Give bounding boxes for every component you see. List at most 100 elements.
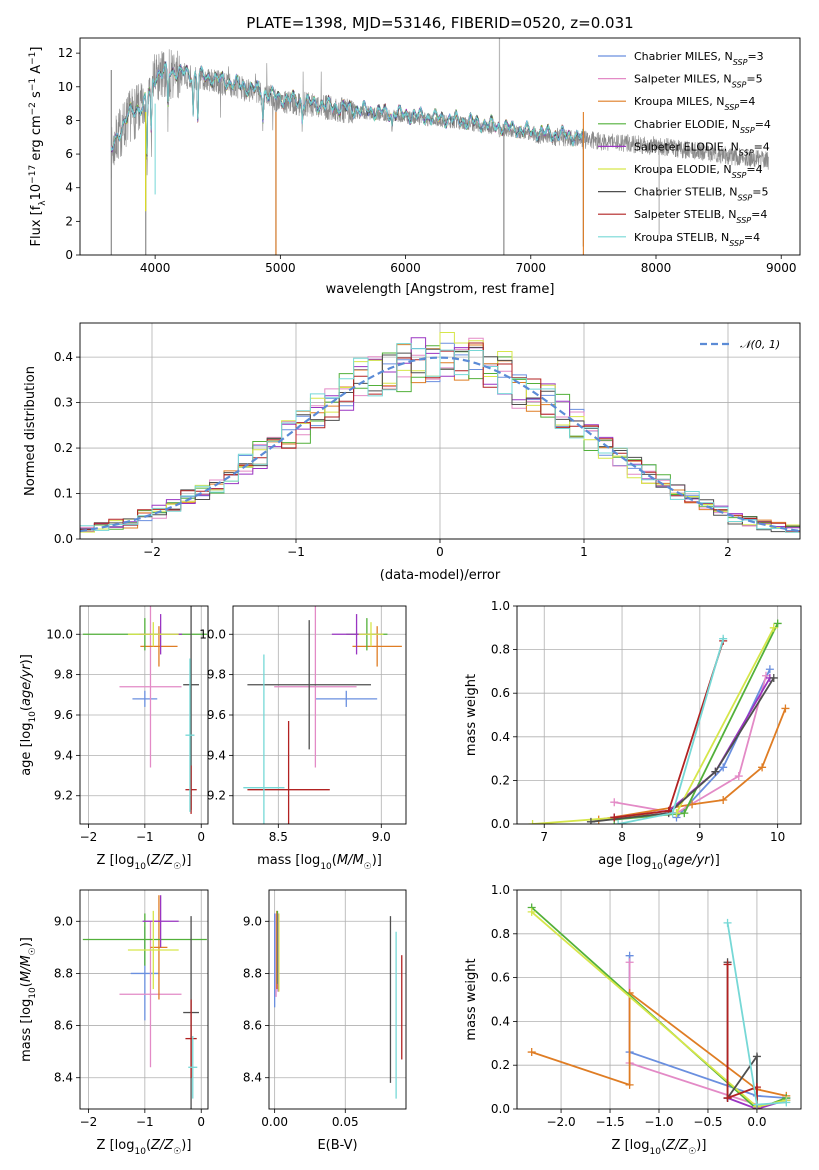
x-axis-label: Z [log10(Z/Z☉)] [97, 853, 192, 872]
x-tick-label: 0.05 [332, 1115, 359, 1129]
weight-point-marker [723, 918, 732, 927]
weight-point-marker [781, 704, 790, 713]
legend-sub: SSP [732, 80, 747, 89]
legend-sub: SSP [736, 216, 751, 225]
y-axis-label-part: Normed distribution [23, 366, 38, 496]
y-axis-label-part: ☉ [28, 947, 38, 955]
weight-point-marker [782, 1098, 791, 1107]
y-tick-label: 9.2 [54, 789, 73, 803]
x-axis-label-part: E(B-V) [317, 1138, 357, 1153]
axes-mass-ebv: 0.00 0.05 8.4 8.6 8.8 9.0 E(B-V) [243, 889, 407, 1153]
y-axis-label-part: mass weight [464, 674, 479, 756]
y-tick-label: 6 [65, 147, 73, 161]
y-tick-label: 9.8 [207, 668, 226, 682]
legend-value: =4 [755, 118, 771, 131]
legend-entry: Salpeter ELODIE, NSSP=4 [634, 140, 770, 157]
legend-entry: Chabrier STELIB, NSSP=5 [634, 186, 768, 203]
x-tick-label: 9.0 [372, 830, 391, 844]
weight-point-marker [614, 820, 623, 824]
x-axis-label-part: age/yr [668, 853, 711, 868]
plot-area-age-mass [243, 606, 402, 824]
y-tick-label: 2 [65, 214, 73, 228]
y-tick-label: 8.8 [54, 966, 73, 980]
y-tick-label: 8.8 [243, 966, 262, 980]
plot-area-mass-ebv [273, 910, 403, 1099]
legend-name: Kroupa MILES, N [634, 95, 724, 108]
weight-point-marker [752, 1052, 761, 1061]
x-axis-label-part: ( [146, 853, 151, 868]
x-axis-label-part: 10 [134, 1147, 146, 1157]
y-tick-label: 0.1 [54, 487, 73, 501]
weight-point-marker [527, 907, 536, 916]
y-tick-label: 0.2 [491, 1058, 510, 1072]
weight-series-line [614, 640, 725, 819]
x-axis-label-part: mass [log [257, 853, 320, 868]
legend-sub: SSP [738, 193, 753, 202]
x-axis-label-part: age [log [598, 853, 651, 868]
weight-point-marker [528, 820, 537, 824]
x-tick-label: 8000 [641, 261, 672, 275]
legend-value: =4 [739, 95, 755, 108]
histogram-step-line [80, 343, 800, 533]
weight-series-line [726, 964, 758, 1109]
x-axis-label-part: Z [log [612, 1138, 650, 1153]
weight-point-marker [719, 763, 728, 772]
y-axis-label-part: −1 [28, 52, 38, 65]
axes-age-mass: 8.5 9.0 9.2 9.4 9.6 9.8 10.0 mass [log10(M/M☉)] [199, 605, 407, 872]
x-axis-label-part: (data-model)/error [380, 568, 501, 583]
legend-value: =4 [754, 140, 770, 153]
weight-point-marker [769, 623, 778, 632]
x-tick-label: 10 [770, 830, 785, 844]
y-tick-label: 8 [65, 113, 73, 127]
y-axis-label-part: 10 [28, 711, 38, 723]
x-axis-label-part: Z/Z [150, 1138, 174, 1153]
weight-point-marker [773, 619, 782, 628]
axes-frame [268, 889, 407, 1110]
y-axis-label-part: −17 [28, 165, 38, 184]
y-axis-label-part: age [log [19, 723, 34, 776]
x-tick-label: 0 [197, 830, 205, 844]
y-tick-label: 9.2 [207, 789, 226, 803]
x-axis-label-part: )] [710, 853, 720, 868]
weight-point-marker [610, 813, 619, 822]
axes-weight-Z: −2.0 −1.5 −1.0 −0.5 0.0 0.0 0.2 0.4 0.6 0.8 1.0 Z [… [464, 883, 802, 1157]
legend-value: =4 [751, 208, 767, 221]
legend-name: Kroupa STELIB, N [634, 231, 729, 244]
legend-name: Salpeter ELODIE, N [634, 140, 739, 153]
x-tick-label: −1.0 [644, 1115, 673, 1129]
y-axis-label-part: 10 [29, 184, 44, 201]
plot-area-weight-age [528, 619, 790, 824]
y-tick-label: 0.6 [491, 686, 510, 700]
y-axis-label: Normed distribution [23, 366, 38, 496]
legend-entry: Salpeter MILES, NSSP=5 [634, 73, 763, 90]
y-tick-label: 0.2 [491, 773, 510, 787]
y-tick-label: 9.0 [54, 914, 73, 928]
normal-curve-line [80, 356, 800, 533]
x-axis-label-part: Z/Z [150, 853, 174, 868]
plot-area-age-Z [82, 606, 207, 814]
legend-sub: SSP [732, 171, 747, 180]
y-tick-label: 0.4 [491, 1014, 510, 1028]
y-tick-label: 9.8 [54, 668, 73, 682]
axes-frame [79, 322, 801, 540]
axes-frame [79, 889, 209, 1110]
y-tick-label: 10.0 [46, 627, 73, 641]
y-axis-label-part: ( [19, 982, 34, 987]
legend-entry: Chabrier ELODIE, NSSP=4 [634, 118, 771, 135]
axes-frame [79, 605, 209, 825]
y-tick-label: 9.6 [207, 708, 226, 722]
x-axis-label-part: 10 [134, 862, 146, 872]
axes-age-Z: −2 −1 09.29.49.69.810.0Z [log10(Z/Z☉)]age … [19, 605, 209, 872]
weight-series-line [532, 627, 775, 824]
y-tick-label: 9.4 [207, 748, 226, 762]
legend-sub: SSP [740, 125, 755, 134]
legend-entry: Salpeter STELIB, NSSP=4 [634, 208, 767, 225]
legend-value: =3 [747, 50, 763, 63]
x-tick-label: −2 [80, 830, 98, 844]
x-tick-label: −1 [287, 545, 305, 559]
legend-entry: Kroupa STELIB, NSSP=4 [634, 231, 760, 248]
legend-value: =4 [746, 163, 762, 176]
